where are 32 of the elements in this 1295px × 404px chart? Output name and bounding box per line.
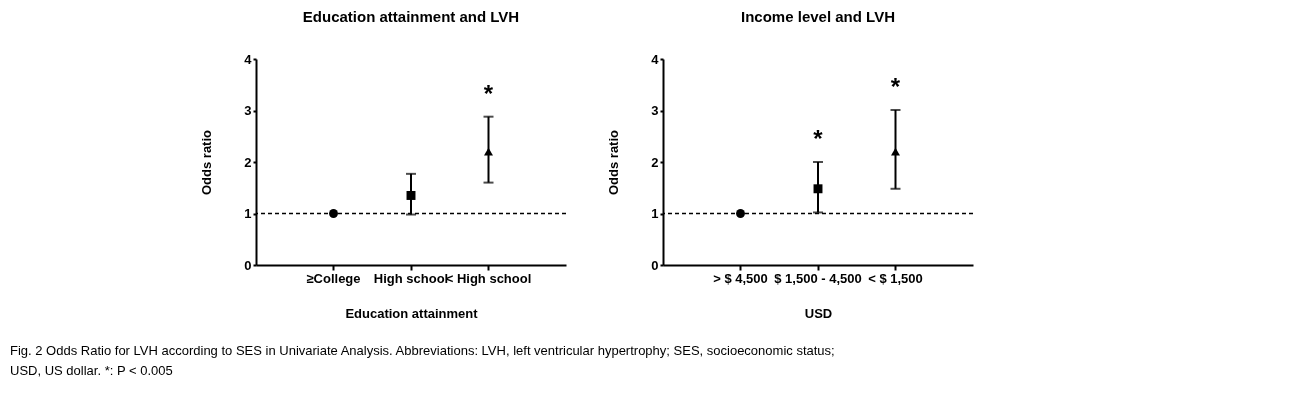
y-tick-label: 0 xyxy=(651,257,659,273)
caption: Fig. 2 Odds Ratio for LVH according to SES in Univariate Analysis. Abbreviations: LVH, left ventricular hypertrophy; SES, socioeconomic status; xyxy=(10,343,835,358)
data-label: * xyxy=(813,125,824,152)
point xyxy=(813,184,823,194)
text: USD, US dollar. *: P < 0.005 xyxy=(10,363,173,378)
y-tick-label: 3 xyxy=(244,103,252,118)
x-tick-label: > $ 4,500 xyxy=(713,270,768,286)
point xyxy=(891,147,900,156)
point xyxy=(329,209,338,218)
y-tick-label: 2 xyxy=(244,154,252,170)
data-label: * xyxy=(483,79,494,107)
x-tick-label: High school xyxy=(373,270,449,286)
y-tick-label: 1 xyxy=(651,206,659,221)
point xyxy=(736,209,745,218)
chart-title: Education attainment and LVH xyxy=(302,8,520,25)
point xyxy=(406,191,416,200)
y-tick-label: 1 xyxy=(244,206,252,221)
y-tick-label: 3 xyxy=(651,103,659,118)
x-tick-label: ≥College xyxy=(306,270,361,286)
y-axis-title: Odds ratio xyxy=(199,129,215,196)
y-axis-title: Odds ratio xyxy=(606,129,622,196)
x-tick-label: $ 1,500 - 4,500 xyxy=(774,270,862,286)
point xyxy=(484,147,493,156)
x-axis-title: USD xyxy=(804,305,833,321)
chart-title: Income level and LVH xyxy=(741,8,895,25)
data-label: * xyxy=(890,72,901,100)
y-tick-label: 4 xyxy=(651,51,660,67)
x-tick-label: < $ 1,500 xyxy=(868,270,923,286)
y-tick-label: 4 xyxy=(244,51,253,67)
y-tick-label: 2 xyxy=(651,154,659,170)
x-axis-title: Education attainment xyxy=(345,305,479,321)
y-tick-label: 0 xyxy=(244,257,252,273)
